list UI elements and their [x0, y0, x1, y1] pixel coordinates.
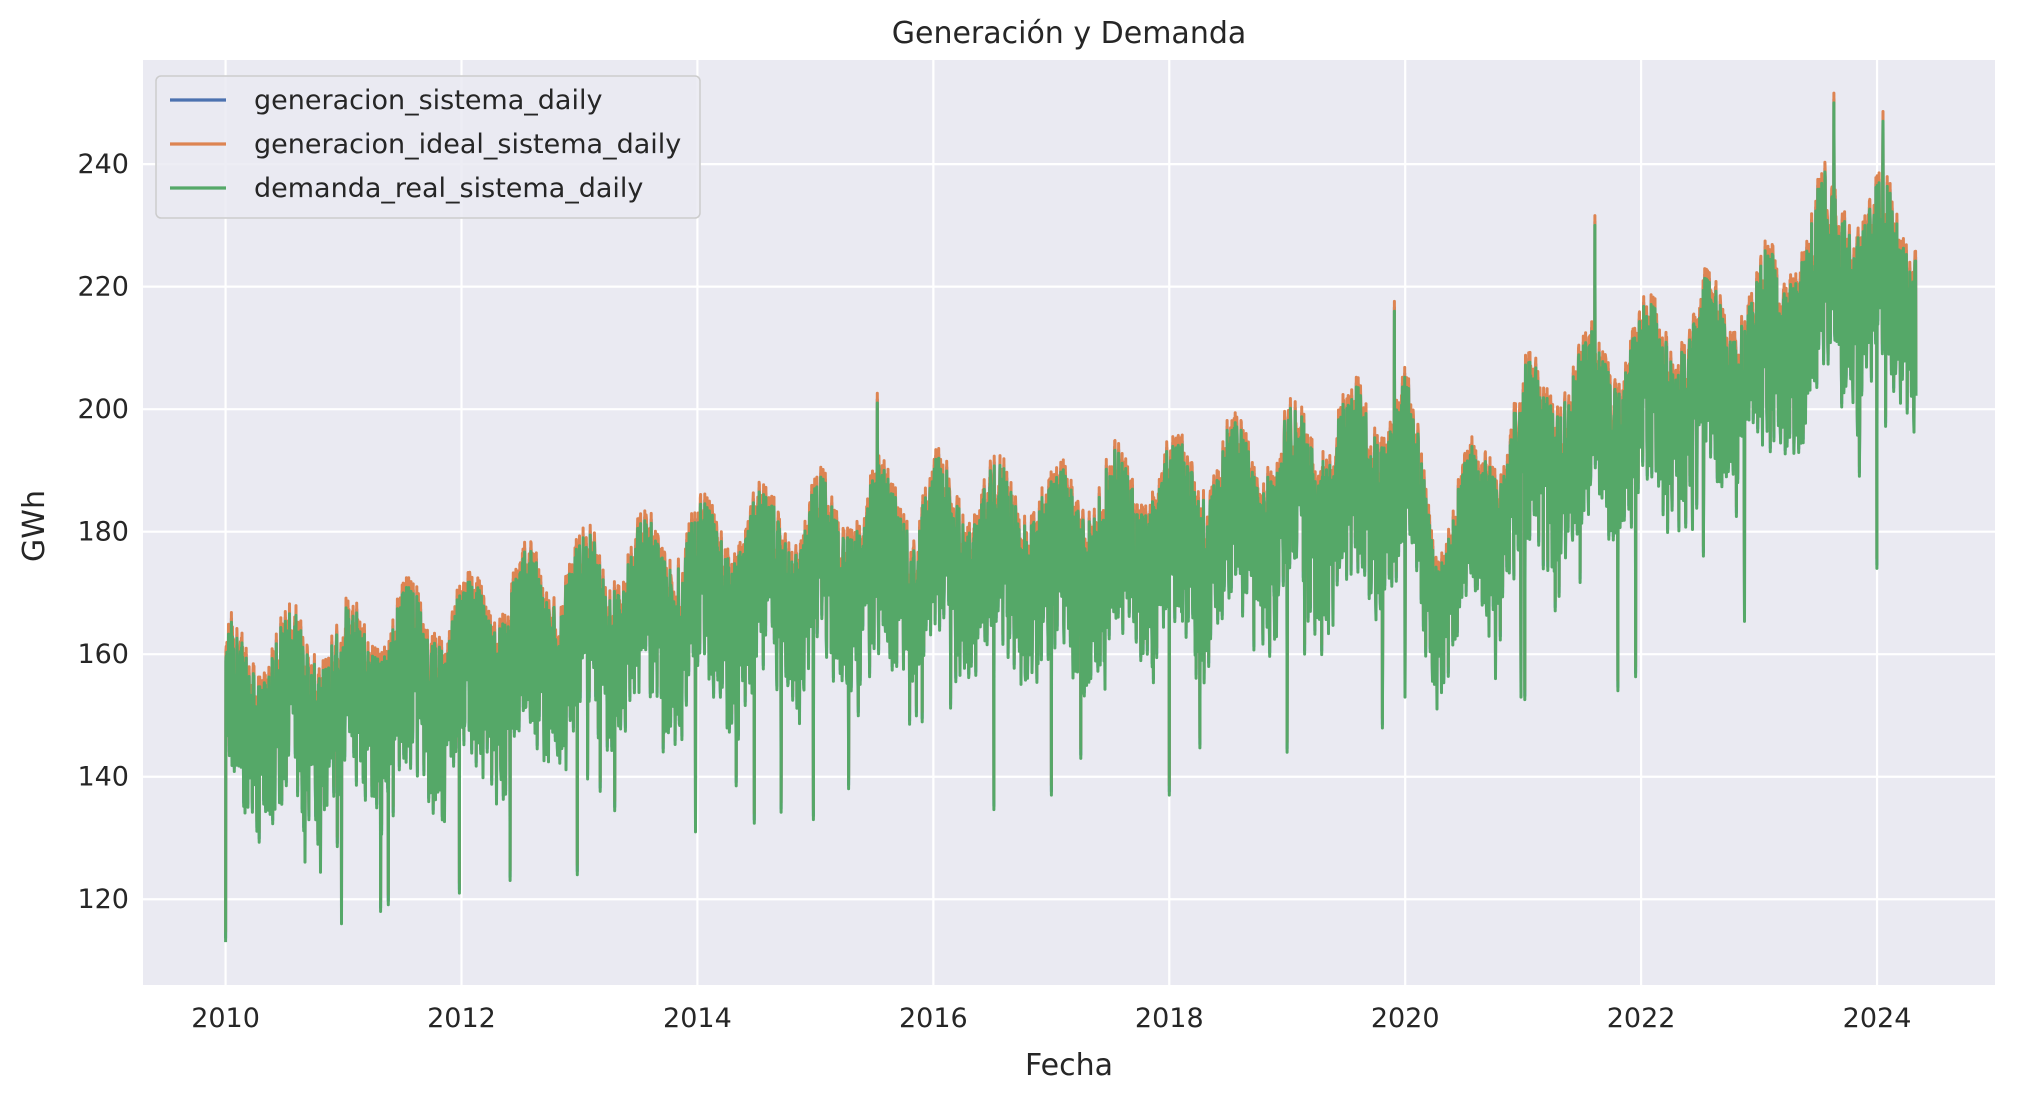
y-tick-label: 120 — [77, 884, 129, 915]
y-tick-label: 180 — [77, 517, 129, 548]
y-tick-label: 200 — [77, 394, 129, 425]
y-tick-label: 220 — [77, 272, 129, 303]
x-tick-label: 2022 — [1607, 1003, 1676, 1034]
x-axis-ticks: 2010 2012 2014 2016 2018 2020 2022 2024 — [191, 1003, 1911, 1034]
x-tick-label: 2010 — [191, 1003, 260, 1034]
y-tick-label: 140 — [77, 762, 129, 793]
legend-label: demanda_real_sistema_daily — [254, 173, 643, 204]
legend-box — [155, 75, 701, 219]
series-line-2 — [224, 101, 1918, 943]
y-tick-label: 240 — [77, 149, 129, 180]
x-tick-label: 2012 — [427, 1003, 496, 1034]
legend: generacion_sistema_daily generacion_ideal… — [155, 75, 701, 219]
x-axis-label: Fecha — [1025, 1048, 1113, 1083]
chart-title: Generación y Demanda — [892, 16, 1247, 51]
y-axis-label: GWh — [17, 490, 52, 562]
y-axis-ticks: 120 140 160 180 200 220 240 — [77, 149, 129, 915]
x-tick-label: 2018 — [1135, 1003, 1204, 1034]
series-layer — [224, 91, 1918, 943]
x-tick-label: 2024 — [1843, 1003, 1912, 1034]
x-tick-label: 2014 — [663, 1003, 732, 1034]
x-tick-label: 2016 — [899, 1003, 968, 1034]
y-tick-label: 160 — [77, 639, 129, 670]
legend-label: generacion_ideal_sistema_daily — [254, 129, 681, 160]
legend-label: generacion_sistema_daily — [254, 85, 602, 116]
x-tick-label: 2020 — [1371, 1003, 1440, 1034]
